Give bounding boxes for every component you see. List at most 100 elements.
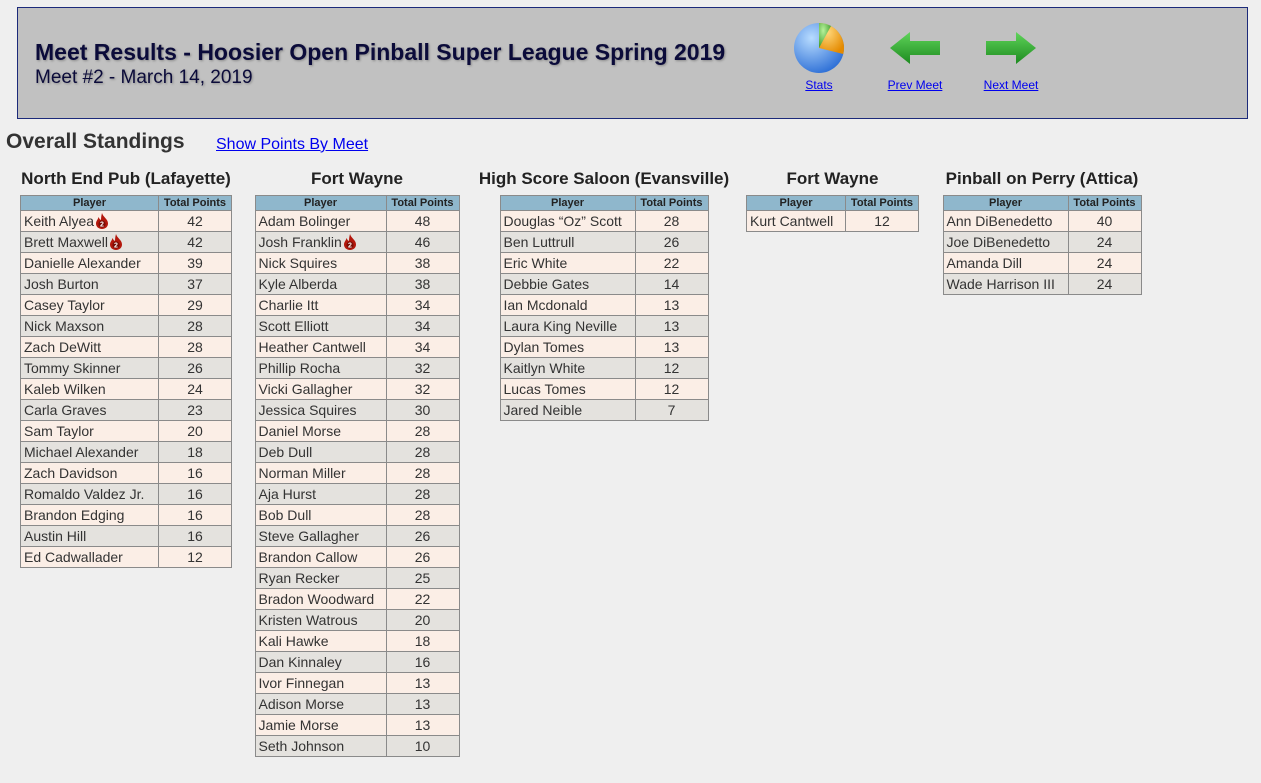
points-cell: 28 [385,420,460,442]
points-column-header: Total Points [634,195,709,211]
player-name: Keith Alyea [24,213,95,229]
points-cell: 32 [385,378,460,400]
table-row: Kristen Watrous 20 [254,609,460,631]
show-points-by-meet-link[interactable]: Show Points By Meet [216,136,369,153]
table-row: Ivor Finnegan 13 [254,672,460,694]
points-column-header: Total Points [845,195,919,211]
player-cell: Ben Luttrull [499,231,636,253]
points-cell: 12 [634,357,709,379]
player-cell: Bob Dull [254,504,387,526]
pie-chart-icon[interactable] [793,22,845,74]
location-title: Fort Wayne [786,169,879,188]
next-meet-link[interactable]: Next Meet [983,78,1039,92]
location-title: High Score Saloon (Evansville) [478,169,730,188]
standings-table: Player Total Points Kurt Cantwell 12 [746,195,919,232]
player-cell: Vicki Gallagher [254,378,387,400]
points-cell: 16 [385,651,460,673]
page-title: Meet Results - Hoosier Open Pinball Supe… [35,39,726,65]
points-cell: 28 [385,483,460,505]
points-cell: 12 [845,210,919,232]
player-name: Adison Morse [258,696,345,712]
table-row: Debbie Gates 14 [499,273,709,295]
player-cell: Casey Taylor [20,294,159,316]
location-title: Fort Wayne [311,169,403,188]
stats-nav[interactable]: Stats [779,18,859,92]
location-block: Pinball on Perry (Attica) Player Total Poi… [937,169,1147,295]
points-cell: 13 [634,336,709,358]
player-name: Jared Neible [503,402,583,418]
points-cell: 40 [1067,210,1142,232]
table-row: Daniel Morse 28 [254,420,460,442]
points-cell: 28 [385,441,460,463]
prev-meet-link[interactable]: Prev Meet [887,78,943,92]
player-column-header: Player [20,195,159,211]
player-cell: Kristen Watrous [254,609,387,631]
player-name: Dylan Tomes [503,339,585,355]
table-row: Seth Johnson 10 [254,735,460,757]
table-row: Vicki Gallagher 32 [254,378,460,400]
location-title: North End Pub (Lafayette) [21,169,231,188]
points-cell: 26 [385,546,460,568]
table-row: Laura King Neville 13 [499,315,709,337]
flame-badge-count: 2 [114,243,118,250]
table-row: Jessica Squires 30 [254,399,460,421]
arrow-right-icon[interactable] [984,30,1038,66]
player-cell: Austin Hill [20,525,159,547]
points-cell: 42 [158,231,232,253]
player-cell: Keith Alyea 2 [20,210,159,232]
player-name: Kyle Alberda [258,276,338,292]
player-cell: Kali Hawke [254,630,387,652]
player-name: Sam Taylor [24,423,94,439]
player-cell: Eric White [499,252,636,274]
player-cell: Douglas “Oz” Scott [499,210,636,232]
player-name: Ian Mcdonald [503,297,588,313]
points-cell: 46 [385,231,460,253]
points-cell: 24 [1067,231,1142,253]
player-cell: Romaldo Valdez Jr. [20,483,159,505]
table-row: Casey Taylor 29 [20,294,232,316]
player-name: Douglas “Oz” Scott [503,213,622,229]
points-cell: 42 [158,210,232,232]
player-cell: Bradon Woodward [254,588,387,610]
player-name: Danielle Alexander [24,255,141,271]
player-name: Zach Davidson [24,465,118,481]
player-cell: Kurt Cantwell [746,210,846,232]
points-cell: 26 [158,357,232,379]
player-name: Austin Hill [24,528,87,544]
table-row: Lucas Tomes 12 [499,378,709,400]
table-row: Dylan Tomes 13 [499,336,709,358]
player-column-header: Player [499,195,636,211]
player-cell: Lucas Tomes [499,378,636,400]
points-column-header: Total Points [1067,195,1142,211]
player-cell: Tommy Skinner [20,357,159,379]
player-cell: Amanda Dill [942,252,1069,274]
player-name: Daniel Morse [258,423,341,439]
points-cell: 26 [385,525,460,547]
prev-meet-nav[interactable]: Prev Meet [875,18,955,92]
player-name: Ryan Recker [258,570,340,586]
points-cell: 24 [158,378,232,400]
arrow-left-icon[interactable] [888,30,942,66]
table-row: Tommy Skinner 26 [20,357,232,379]
flame-badge-icon: 2 [96,213,109,229]
points-cell: 24 [1067,252,1142,274]
next-meet-nav[interactable]: Next Meet [971,18,1051,92]
table-row: Kali Hawke 18 [254,630,460,652]
player-name: Lucas Tomes [503,381,586,397]
points-cell: 25 [385,567,460,589]
points-cell: 34 [385,294,460,316]
player-name: Bob Dull [258,507,312,523]
player-cell: Laura King Neville [499,315,636,337]
player-cell: Wade Harrison III [942,273,1069,295]
player-cell: Carla Graves [20,399,159,421]
table-row: Deb Dull 28 [254,441,460,463]
stats-link[interactable]: Stats [805,78,833,92]
flame-badge-count: 2 [348,243,352,250]
table-row: Heather Cantwell 34 [254,336,460,358]
player-name: Vicki Gallagher [258,381,353,397]
player-name: Dan Kinnaley [258,654,342,670]
player-cell: Ryan Recker [254,567,387,589]
table-row: Scott Elliott 34 [254,315,460,337]
table-row: Brandon Edging 16 [20,504,232,526]
table-row: Wade Harrison III 24 [942,273,1142,295]
